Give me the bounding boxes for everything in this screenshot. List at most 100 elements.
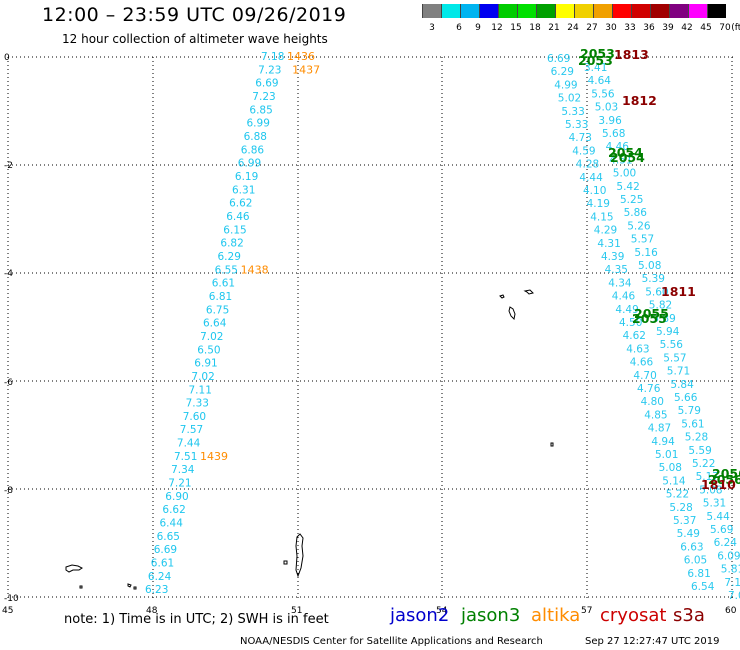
- swh-value: 5.82: [649, 300, 672, 312]
- scale-swatch: [574, 4, 593, 18]
- altika-track-west: 7.187.236.697.236.856.996.886.866.996.19…: [145, 50, 320, 596]
- scale-label: 12: [491, 23, 503, 33]
- swh-value: 7.11: [189, 384, 212, 396]
- swh-value: 5.31: [703, 498, 726, 510]
- swh-value: 4.31: [597, 238, 620, 250]
- swh-value: 4.73: [569, 132, 592, 144]
- island-agalega: [127, 583, 137, 590]
- legend-jason3: jason3: [461, 605, 521, 626]
- swh-value: 4.39: [601, 251, 624, 263]
- swh-value: 5.57: [631, 234, 654, 246]
- swh-value: 5.69: [710, 524, 733, 536]
- swh-value: 5.26: [627, 220, 651, 232]
- scale-label: 70: [719, 23, 731, 33]
- scale-label: 30: [605, 23, 617, 33]
- swh-value: 6.69: [547, 53, 570, 65]
- legend-altika: altika: [531, 605, 581, 626]
- swh-value: 4.29: [594, 225, 617, 237]
- swh-value: 4.80: [641, 396, 664, 408]
- page-subtitle: 12 hour collection of altimeter wave hei…: [62, 32, 328, 46]
- pass-time-label: 1813: [614, 47, 649, 62]
- swh-value: 7.33: [186, 398, 209, 410]
- footnote: note: 1) Time is in UTC; 2) SWH is in fe…: [64, 612, 329, 627]
- swh-value: 6.44: [160, 518, 184, 530]
- swh-value: 6.88: [244, 131, 267, 143]
- scale-swatch: [536, 4, 555, 18]
- x-axis-label: 48: [146, 606, 158, 616]
- swh-value: 7.23: [252, 91, 275, 103]
- island-glorioso: [79, 585, 83, 589]
- swh-value: 6.63: [680, 541, 703, 553]
- y-axis-label: -10: [4, 594, 19, 604]
- swh-value: 6.54: [691, 581, 715, 593]
- y-axis-label: -8: [4, 486, 13, 496]
- swh-value: 5.00: [613, 168, 636, 180]
- swh-value: 5.17: [696, 471, 719, 483]
- swh-value: 5.86: [624, 207, 648, 219]
- pass-time-label: 2054: [610, 150, 645, 165]
- swh-value: 7.02: [191, 371, 214, 383]
- x-axis-label: 45: [2, 606, 13, 616]
- swh-value: 6.81: [209, 291, 232, 303]
- swh-value: 6.62: [162, 504, 185, 516]
- scale-label: 27: [586, 23, 598, 33]
- axis-labels: 45 48 51 54 57 60 0 -2 -4 -6 -8 -10: [2, 53, 737, 616]
- scale-swatch: [555, 4, 574, 18]
- swh-value: 5.33: [565, 119, 588, 131]
- swh-value: 7.02: [200, 331, 223, 343]
- swh-value: 5.81: [721, 564, 740, 576]
- swh-value: 5.68: [602, 128, 625, 140]
- scale-swatch: [593, 4, 612, 18]
- swh-value: 6.24: [714, 537, 738, 549]
- swh-value: 4.94: [651, 436, 675, 448]
- scale-swatch: [631, 4, 650, 18]
- scale-label: 15: [510, 23, 522, 33]
- y-axis-label: -6: [4, 378, 13, 388]
- legend-cryosat: cryosat: [600, 605, 667, 626]
- swh-value: 5.01: [655, 449, 678, 461]
- swh-value: 4.51: [609, 154, 632, 166]
- island-tromelin: [283, 560, 288, 565]
- swh-value: 7.34: [171, 464, 195, 476]
- swh-value: 7.23: [258, 64, 281, 76]
- legend-s3a: s3a: [673, 605, 705, 626]
- pass-time-label: 1811: [661, 284, 696, 299]
- swh-value: 4.99: [554, 79, 577, 91]
- swh-value: 6.81: [687, 568, 710, 580]
- swh-value: 4.44: [579, 172, 603, 184]
- swh-value: 5.44: [706, 511, 730, 523]
- swh-value: 6.69: [154, 544, 177, 556]
- swh-value: 6.86: [241, 144, 265, 156]
- swh-value: 5.66: [674, 392, 698, 404]
- swh-value: 6.99: [247, 118, 270, 130]
- swh-value: 6.15: [223, 224, 246, 236]
- swh-value: 4.59: [572, 145, 595, 157]
- x-axis-label: 60: [725, 606, 737, 616]
- timestamp-text: Sep 27 12:27:47 UTC 2019: [585, 636, 720, 647]
- island-cargados: [295, 533, 304, 578]
- swh-value: 6.55: [215, 264, 238, 276]
- swh-value: 4.15: [590, 211, 613, 223]
- scale-swatch: [688, 4, 707, 18]
- scale-swatch: [669, 4, 688, 18]
- swh-value: 7.21: [168, 478, 191, 490]
- pass-time-label: 1437: [292, 63, 320, 76]
- swh-value: 5.39: [642, 273, 665, 285]
- scale-swatch: [517, 4, 536, 18]
- swh-value: 7.06: [728, 590, 740, 602]
- swh-value: 4.76: [637, 383, 661, 395]
- scale-label: 6: [456, 23, 462, 33]
- page-title: 12:00 – 23:59 UTC 09/26/2019: [42, 4, 347, 26]
- y-axis-label: 0: [4, 53, 10, 63]
- swh-value: 6.61: [151, 558, 174, 570]
- swh-value: 7.18: [261, 51, 284, 63]
- pass-time-label: 2053: [580, 46, 615, 61]
- scale-unit: (ft): [731, 23, 740, 33]
- swh-value: 6.23: [145, 584, 168, 596]
- scale-swatch: [650, 4, 669, 18]
- scale-label: 36: [643, 23, 655, 33]
- swh-value: 4.28: [576, 159, 599, 171]
- swh-value: 4.66: [630, 357, 654, 369]
- swh-value: 3.41: [584, 62, 607, 74]
